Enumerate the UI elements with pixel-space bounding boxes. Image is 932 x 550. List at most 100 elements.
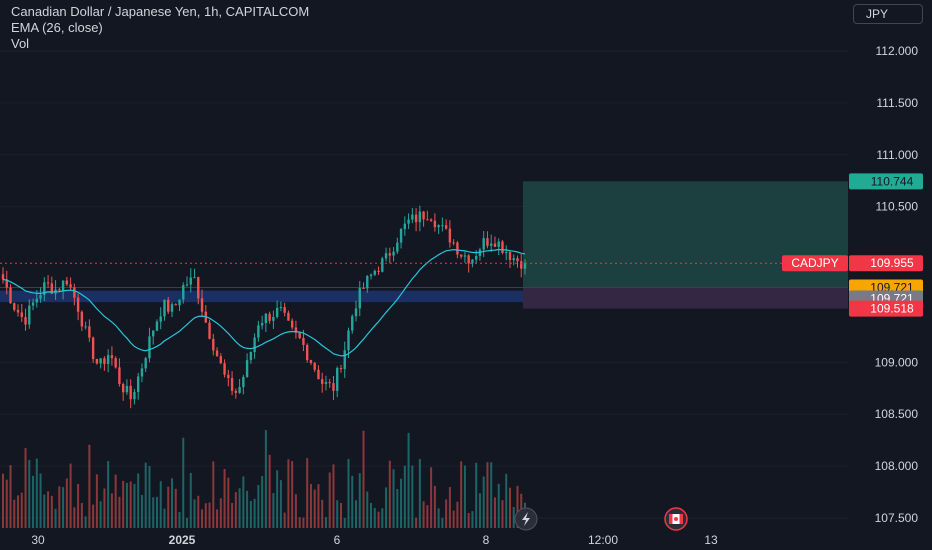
candle-body [403,223,407,230]
volume-bar [208,502,211,528]
candle-body [302,337,305,345]
volume-bar [186,517,189,528]
candle-body [13,303,16,310]
volume-bar [336,500,339,528]
candle-body [5,279,8,288]
candle-body [396,242,399,252]
candle-body [133,392,136,400]
candle-body [20,312,23,318]
candle-body [88,326,91,338]
candle-body [287,312,290,321]
currency-button[interactable]: JPY [853,4,923,24]
candle-body [275,307,279,317]
candle-body [189,277,192,285]
volume-bar [306,458,309,528]
candle-body [309,359,313,363]
candle-body [407,219,410,224]
volume-bar [125,482,128,528]
lightning-icon [522,512,530,526]
candle-body [290,320,294,328]
symbol-tag: CADJPY [791,256,838,270]
candle-body [159,316,162,322]
maple-leaf-icon [674,517,678,521]
volume-bar [272,493,275,528]
candle-body [31,302,35,306]
volume-bar [366,491,369,528]
volume-bar [197,495,200,528]
volume-bar [377,511,380,528]
flag-red-left [669,514,673,524]
candle-body [61,280,65,291]
candle-body [215,350,219,357]
volume-bar [35,458,38,528]
candle-body [76,297,80,312]
price-tick-label: 109.000 [875,355,919,369]
volume-bar [189,472,192,528]
candle-body [313,362,316,370]
candle-body [234,390,238,393]
volume-bar [88,444,91,528]
candle-body [283,307,286,313]
ema-indicator-label[interactable]: EMA (26, close) [11,20,103,35]
volume-bar [24,448,27,528]
volume-bar [430,467,433,528]
volume-bar [418,458,421,528]
candle-body [429,219,433,221]
candle-body [110,355,114,359]
volume-bar [313,489,316,528]
candle-body [185,284,189,286]
time-axis: 30 2025 6 8 12:00 13 [31,533,718,547]
candle-body [65,280,69,285]
candle-body [497,241,500,247]
volume-bar [140,494,143,528]
volume-bar [54,508,57,528]
candle-body [1,274,5,280]
candle-body [441,225,444,227]
time-tick-label: 2025 [169,533,196,547]
volume-bar [347,458,350,528]
candle-body [324,382,328,384]
candle-body [482,238,485,250]
volume-bar [77,483,80,528]
candle-body [16,309,20,313]
volume-bar [294,494,297,528]
candle-body [264,313,268,323]
volume-bar [204,503,207,528]
volume-bar [317,484,320,528]
candle-body [459,254,463,257]
volume-bar [58,486,61,528]
candle-body [9,287,12,304]
volume-bar [219,498,222,528]
volume-bar [133,483,136,528]
candle-body [155,321,159,331]
candle-body [523,263,527,269]
volume-bar [178,512,181,528]
volume-bar [95,474,98,528]
volume-bar [2,473,4,528]
price-tick-label: 110.500 [876,200,919,214]
volume-bar [20,492,23,528]
price-tick-label: 111.500 [876,96,918,110]
candle-body [80,311,84,327]
candle-body [260,322,264,326]
candle-body [381,258,384,272]
candle-body [399,229,403,243]
candle-body [279,307,283,309]
candle-body [91,337,95,360]
candle-body [193,277,196,279]
candle-body [444,225,448,229]
volume-indicator-label[interactable]: Vol [11,36,30,51]
volume-bar [84,516,87,528]
ema-line [2,248,526,357]
candle-body [257,325,260,338]
symbol-title[interactable]: Canadian Dollar / Japanese Yen, 1h, CAPI… [11,4,310,19]
take-profit-badge-bg [849,173,923,190]
volume-bar [223,468,226,528]
candle-body [411,214,414,220]
volume-bar [460,461,463,528]
volume-bar [400,478,403,528]
volume-bar [182,437,185,528]
price-tick-label: 111.000 [876,148,918,162]
candle-body [249,351,253,361]
